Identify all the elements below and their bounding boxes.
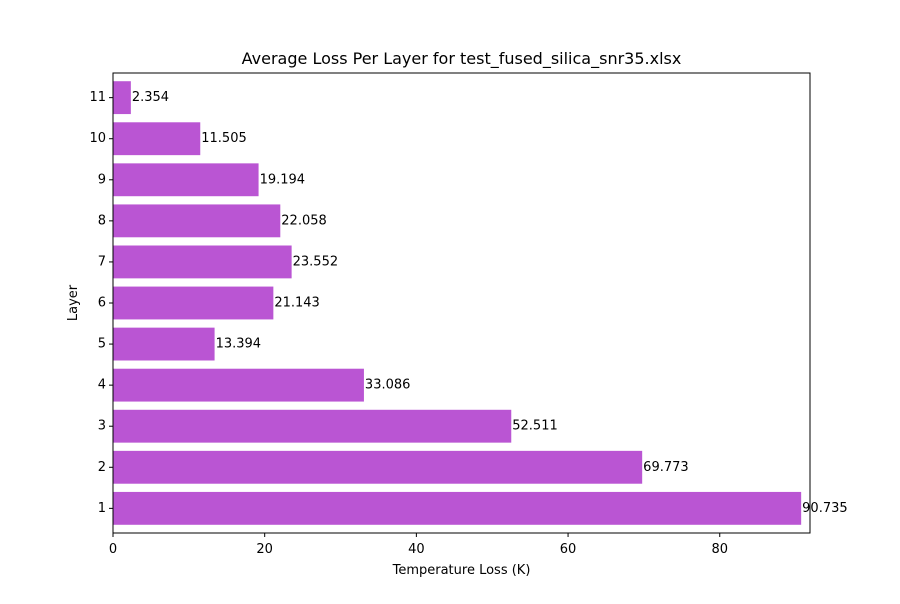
bar-layer-11 — [113, 81, 131, 115]
data-label-layer-11: 2.354 — [132, 90, 169, 105]
bar-layer-4 — [113, 368, 364, 402]
y-axis-label: Layer — [66, 284, 81, 321]
y-tick-label-4: 4 — [98, 378, 106, 393]
y-tick-label-9: 9 — [98, 172, 106, 187]
bar-layer-3 — [113, 409, 512, 443]
bar-layer-7 — [113, 245, 292, 279]
data-label-layer-6: 21.143 — [274, 296, 320, 311]
y-tick-label-11: 11 — [89, 90, 106, 105]
bar-layer-6 — [113, 286, 274, 320]
x-tick-label-60: 60 — [560, 542, 577, 557]
y-tick-label-2: 2 — [98, 460, 106, 475]
y-tick-label-8: 8 — [98, 213, 106, 228]
data-label-layer-10: 11.505 — [201, 131, 247, 146]
data-label-layer-7: 23.552 — [293, 254, 339, 269]
bars-group — [113, 81, 802, 525]
x-axis-label: Temperature Loss (K) — [392, 563, 531, 578]
bar-layer-5 — [113, 327, 215, 361]
data-label-layer-5: 13.394 — [216, 337, 262, 352]
x-axis-ticks: 0 20 40 60 80 — [109, 533, 728, 557]
x-tick-label-40: 40 — [408, 542, 425, 557]
bar-layer-1 — [113, 491, 802, 525]
bar-layer-2 — [113, 450, 643, 484]
data-label-layer-4: 33.086 — [365, 378, 411, 393]
chart-title: Average Loss Per Layer for test_fused_si… — [242, 49, 682, 69]
y-tick-label-5: 5 — [98, 337, 106, 352]
y-tick-label-10: 10 — [89, 131, 106, 146]
bar-layer-9 — [113, 163, 259, 197]
x-tick-label-20: 20 — [256, 542, 273, 557]
bar-layer-8 — [113, 204, 281, 238]
y-axis-ticks: 1 2 3 4 5 6 7 8 9 10 11 — [89, 90, 113, 516]
y-tick-label-7: 7 — [98, 254, 106, 269]
y-tick-label-6: 6 — [98, 296, 106, 311]
y-tick-label-1: 1 — [98, 501, 106, 516]
bar-layer-10 — [113, 122, 201, 156]
data-label-layer-3: 52.511 — [512, 419, 558, 434]
y-tick-label-3: 3 — [98, 419, 106, 434]
x-tick-label-0: 0 — [109, 542, 117, 557]
x-tick-label-80: 80 — [711, 542, 728, 557]
data-label-layer-9: 19.194 — [260, 172, 306, 187]
data-label-layer-1: 90.735 — [802, 501, 848, 516]
data-label-layer-8: 22.058 — [281, 213, 327, 228]
data-label-layer-2: 69.773 — [643, 460, 689, 475]
data-labels-group: 90.735 69.773 52.511 33.086 13.394 21.143 23.5… — [132, 90, 848, 516]
